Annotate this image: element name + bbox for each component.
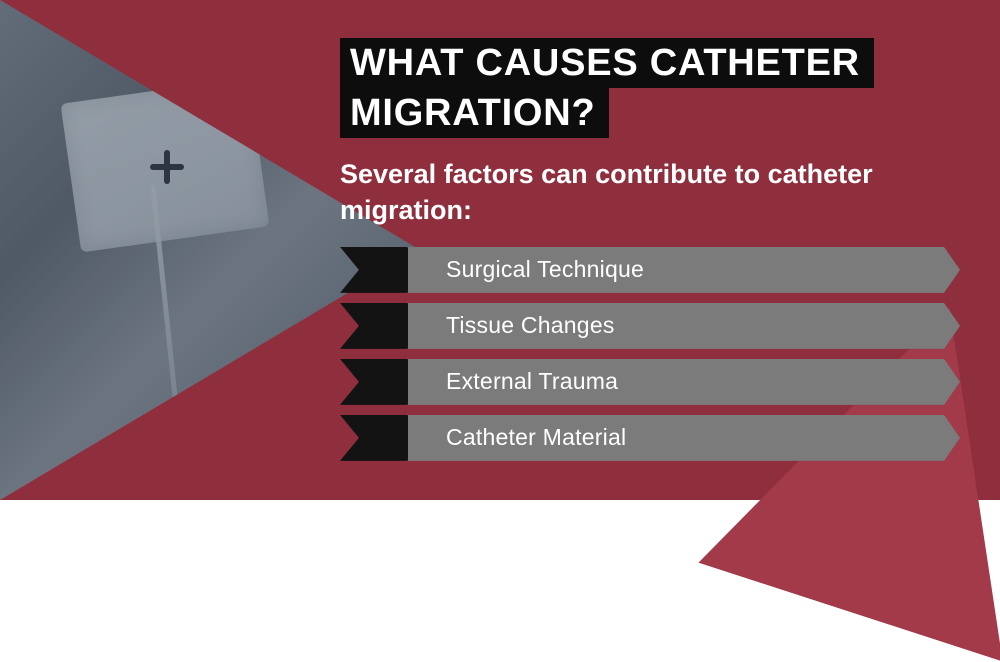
title-line-2: MIGRATION? (340, 88, 609, 138)
subtitle: Several factors can contribute to cathet… (340, 156, 960, 229)
list-item: External Trauma (340, 359, 960, 405)
title: WHAT CAUSES CATHETER MIGRATION? (340, 38, 874, 138)
content-area: WHAT CAUSES CATHETER MIGRATION? Several … (340, 38, 960, 461)
item-label: Catheter Material (446, 424, 626, 451)
title-line-1: WHAT CAUSES CATHETER (340, 38, 874, 88)
item-list: Surgical Technique Tissue Changes Extern… (340, 247, 960, 461)
infographic-root: WHAT CAUSES CATHETER MIGRATION? Several … (0, 0, 1000, 500)
item-bar: Catheter Material (408, 415, 960, 461)
item-label: Surgical Technique (446, 256, 644, 283)
list-item: Tissue Changes (340, 303, 960, 349)
list-item: Surgical Technique (340, 247, 960, 293)
list-item: Catheter Material (340, 415, 960, 461)
item-bar: Surgical Technique (408, 247, 960, 293)
item-bar: External Trauma (408, 359, 960, 405)
item-bar: Tissue Changes (408, 303, 960, 349)
item-label: External Trauma (446, 368, 618, 395)
item-label: Tissue Changes (446, 312, 615, 339)
